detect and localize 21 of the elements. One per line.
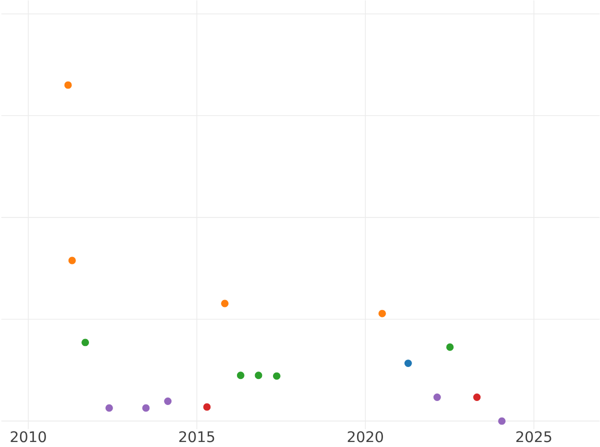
- point: [498, 418, 506, 425]
- point: [433, 394, 441, 402]
- x-tick-label: 2015: [179, 431, 214, 442]
- point: [203, 403, 211, 411]
- point: [142, 404, 150, 412]
- point: [221, 300, 229, 308]
- point: [272, 372, 280, 380]
- point: [236, 372, 244, 380]
- point: [105, 404, 113, 412]
- point: [68, 256, 76, 264]
- x-tick-label: 2025: [516, 431, 552, 442]
- point: [164, 398, 172, 406]
- point: [473, 394, 481, 402]
- x-tick-label: 2010: [10, 431, 46, 442]
- point: [82, 338, 89, 346]
- point: [64, 82, 72, 89]
- x-tick-label: 2020: [348, 431, 383, 442]
- point: [378, 310, 386, 318]
- point: [254, 372, 262, 380]
- point: [446, 344, 454, 352]
- point: [404, 360, 412, 368]
